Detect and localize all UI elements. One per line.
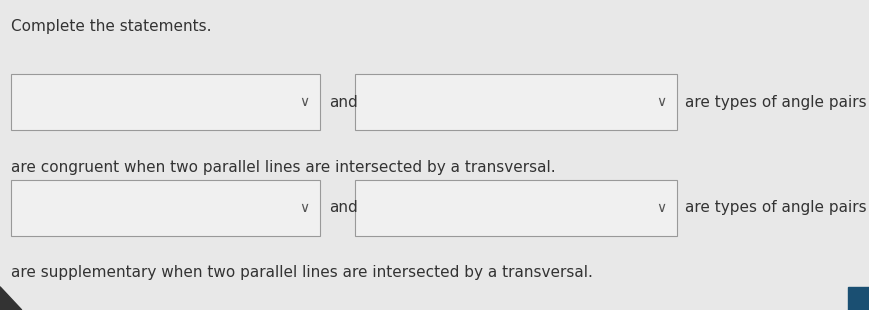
Text: Complete the statements.: Complete the statements. <box>11 19 211 33</box>
Text: are supplementary when two parallel lines are intersected by a transversal.: are supplementary when two parallel line… <box>11 265 593 280</box>
Text: ∨: ∨ <box>299 95 309 109</box>
Text: are congruent when two parallel lines are intersected by a transversal.: are congruent when two parallel lines ar… <box>11 160 555 175</box>
Text: ∨: ∨ <box>655 95 666 109</box>
Text: ∨: ∨ <box>655 201 666 215</box>
Text: are types of angle pairs that: are types of angle pairs that <box>684 95 869 110</box>
Bar <box>355 74 676 130</box>
Bar <box>355 180 676 236</box>
Text: and: and <box>328 95 357 110</box>
Text: and: and <box>328 200 357 215</box>
Bar <box>11 180 320 236</box>
Polygon shape <box>847 287 869 310</box>
Polygon shape <box>0 287 22 310</box>
Text: ∨: ∨ <box>299 201 309 215</box>
Text: are types of angle pairs that: are types of angle pairs that <box>684 200 869 215</box>
Bar <box>11 74 320 130</box>
